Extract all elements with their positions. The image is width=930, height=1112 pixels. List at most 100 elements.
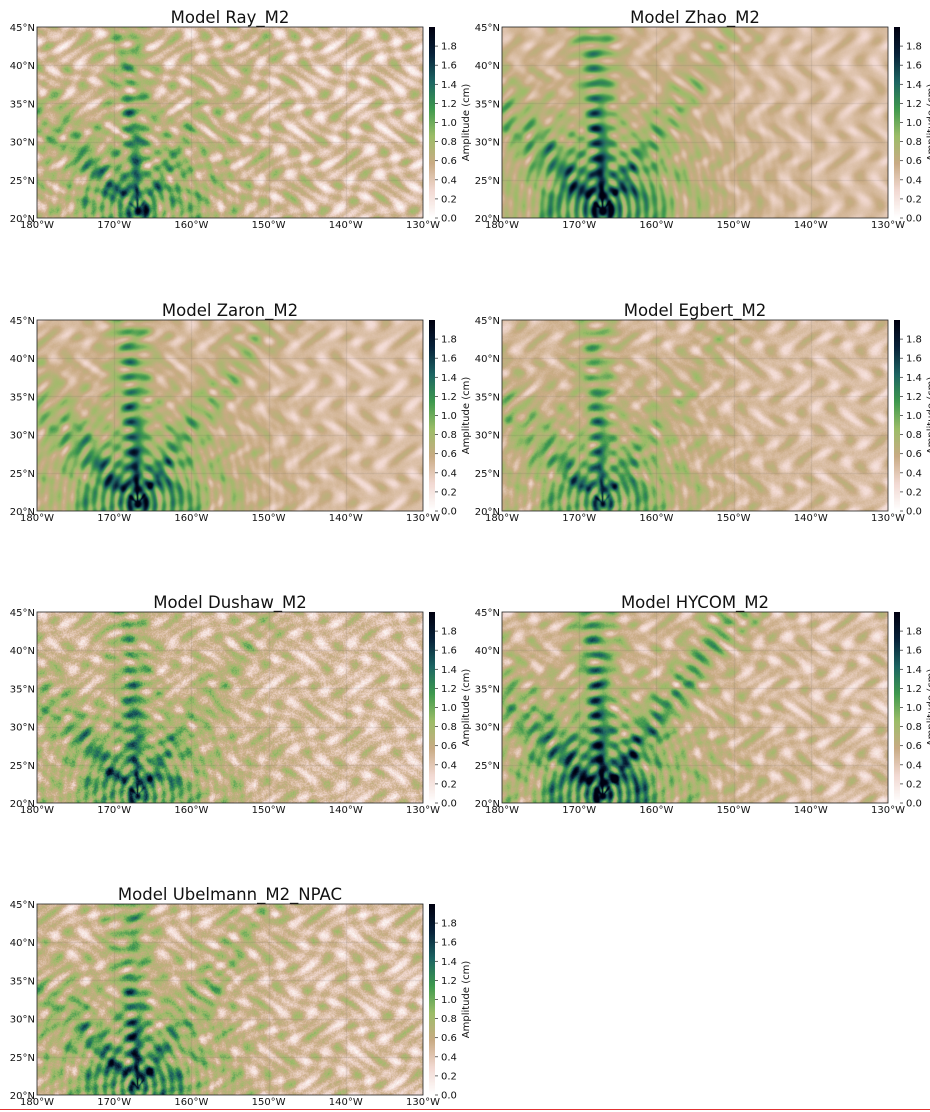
lat-tick-label: 40°N xyxy=(10,938,35,949)
lat-tick-label: 25°N xyxy=(10,469,35,480)
panel-title: Model Dushaw_M2 xyxy=(153,593,307,613)
colorbar-tick-label: 0.0 xyxy=(441,214,457,225)
colorbar-tick-label: 1.4 xyxy=(441,957,457,968)
lat-tick-label: 20°N xyxy=(10,214,35,225)
colorbar xyxy=(894,612,900,803)
lat-tick-label: 25°N xyxy=(475,761,500,772)
lon-tick-label: 160°W xyxy=(174,1097,208,1108)
colorbar-tick-label: 1.0 xyxy=(441,118,457,129)
colorbar-tick-label: 0.0 xyxy=(441,507,457,518)
lat-tick-label: 45°N xyxy=(10,316,35,327)
lat-tick-label: 20°N xyxy=(475,799,500,810)
lon-tick-label: 130°W xyxy=(871,220,905,231)
colorbar-label: Amplitude (cm) xyxy=(461,84,472,162)
lon-tick-label: 180°W xyxy=(20,513,54,524)
lat-tick-label: 45°N xyxy=(475,608,500,619)
colorbar-tick-label: 1.8 xyxy=(441,335,457,346)
colorbar-tick-label: 0.8 xyxy=(906,137,922,148)
colorbar-tick-label: 1.8 xyxy=(441,42,457,53)
lon-tick-label: 140°W xyxy=(794,805,828,816)
lat-tick-label: 30°N xyxy=(475,431,500,442)
colorbar xyxy=(894,27,900,218)
colorbar-tick-label: 0.6 xyxy=(441,449,457,460)
lon-tick-label: 170°W xyxy=(97,513,131,524)
colorbar-tick-label: 1.0 xyxy=(441,995,457,1006)
lat-tick-label: 40°N xyxy=(10,354,35,365)
lon-tick-label: 140°W xyxy=(329,805,363,816)
lon-tick-label: 180°W xyxy=(20,220,54,231)
colorbar-tick-label: 0.6 xyxy=(441,156,457,167)
lon-tick-label: 170°W xyxy=(97,220,131,231)
colorbar-tick-label: 0.0 xyxy=(906,214,922,225)
colorbar-tick-label: 0.2 xyxy=(906,779,922,790)
lat-tick-label: 35°N xyxy=(475,392,500,403)
colorbar-tick-label: 1.0 xyxy=(906,703,922,714)
colorbar-tick-label: 0.4 xyxy=(441,1052,457,1063)
map-panel: Model Dushaw_M2 20°N 25°N 30°N 35°N 40°N 45°N 1… xyxy=(10,593,472,816)
lon-tick-label: 150°W xyxy=(717,513,751,524)
lon-tick-label: 160°W xyxy=(639,805,673,816)
colorbar-tick-label: 1.4 xyxy=(441,80,457,91)
lon-tick-label: 180°W xyxy=(20,805,54,816)
lat-tick-label: 35°N xyxy=(10,392,35,403)
colorbar-tick-label: 1.6 xyxy=(906,61,922,72)
colorbar-tick-label: 0.6 xyxy=(441,741,457,752)
lat-tick-label: 35°N xyxy=(475,684,500,695)
colorbar-tick-label: 1.6 xyxy=(441,938,457,949)
colorbar-label: Amplitude (cm) xyxy=(926,669,930,747)
colorbar-tick-label: 1.2 xyxy=(441,684,457,695)
lon-tick-label: 180°W xyxy=(485,220,519,231)
colorbar-tick-label: 0.2 xyxy=(441,194,457,205)
lat-tick-label: 35°N xyxy=(10,976,35,987)
colorbar-tick-label: 1.0 xyxy=(441,411,457,422)
colorbar-tick-label: 0.8 xyxy=(441,722,457,733)
map-frame xyxy=(36,26,424,219)
lon-tick-label: 140°W xyxy=(329,513,363,524)
lat-tick-label: 35°N xyxy=(475,99,500,110)
colorbar-tick-label: 1.8 xyxy=(441,919,457,930)
lon-tick-label: 150°W xyxy=(252,513,286,524)
colorbar-tick-label: 1.4 xyxy=(441,373,457,384)
lon-tick-label: 160°W xyxy=(639,220,673,231)
amplitude-field-image xyxy=(37,320,423,511)
colorbar-tick-label: 0.2 xyxy=(906,487,922,498)
colorbar-tick-label: 0.4 xyxy=(906,760,922,771)
lon-tick-label: 130°W xyxy=(871,805,905,816)
colorbar-tick-label: 1.2 xyxy=(441,99,457,110)
map-frame xyxy=(501,26,889,219)
lat-tick-label: 35°N xyxy=(10,684,35,695)
colorbar-tick-label: 0.2 xyxy=(906,194,922,205)
lat-tick-label: 30°N xyxy=(475,723,500,734)
lat-tick-label: 20°N xyxy=(10,799,35,810)
lat-tick-label: 20°N xyxy=(475,507,500,518)
lon-tick-label: 140°W xyxy=(794,220,828,231)
colorbar-tick-label: 1.4 xyxy=(906,373,922,384)
lat-tick-label: 20°N xyxy=(10,1091,35,1102)
colorbar-tick-label: 0.0 xyxy=(441,1091,457,1102)
lon-tick-label: 130°W xyxy=(406,1097,440,1108)
map-frame xyxy=(501,611,889,804)
lat-tick-label: 30°N xyxy=(10,138,35,149)
lon-tick-label: 170°W xyxy=(562,220,596,231)
lon-tick-label: 150°W xyxy=(717,220,751,231)
lat-tick-label: 45°N xyxy=(475,23,500,34)
colorbar-tick-label: 1.6 xyxy=(906,646,922,657)
lon-tick-label: 180°W xyxy=(485,513,519,524)
colorbar xyxy=(429,904,435,1095)
map-frame xyxy=(36,611,424,804)
panel-title: Model Ubelmann_M2_NPAC xyxy=(118,885,342,905)
colorbar-tick-label: 1.2 xyxy=(441,392,457,403)
colorbar-tick-label: 0.0 xyxy=(906,507,922,518)
lat-tick-label: 40°N xyxy=(475,646,500,657)
lat-tick-label: 20°N xyxy=(10,507,35,518)
colorbar-tick-label: 1.8 xyxy=(441,627,457,638)
colorbar-tick-label: 0.6 xyxy=(906,741,922,752)
lon-tick-label: 130°W xyxy=(406,513,440,524)
lat-tick-label: 40°N xyxy=(475,61,500,72)
colorbar xyxy=(429,27,435,218)
colorbar-tick-label: 1.4 xyxy=(906,665,922,676)
amplitude-field-image xyxy=(502,320,888,511)
lat-tick-label: 35°N xyxy=(10,99,35,110)
lon-tick-label: 160°W xyxy=(174,805,208,816)
